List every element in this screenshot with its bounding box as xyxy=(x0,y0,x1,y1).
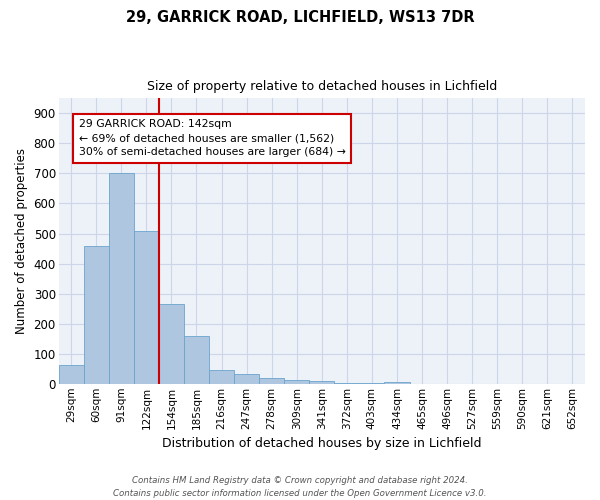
Text: Contains HM Land Registry data © Crown copyright and database right 2024.
Contai: Contains HM Land Registry data © Crown c… xyxy=(113,476,487,498)
Title: Size of property relative to detached houses in Lichfield: Size of property relative to detached ho… xyxy=(146,80,497,93)
Bar xyxy=(284,380,309,384)
X-axis label: Distribution of detached houses by size in Lichfield: Distribution of detached houses by size … xyxy=(162,437,482,450)
Bar xyxy=(209,370,234,384)
Text: 29, GARRICK ROAD, LICHFIELD, WS13 7DR: 29, GARRICK ROAD, LICHFIELD, WS13 7DR xyxy=(125,10,475,25)
Bar xyxy=(109,174,134,384)
Bar xyxy=(259,378,284,384)
Bar xyxy=(159,304,184,384)
Bar xyxy=(184,336,209,384)
Bar xyxy=(134,230,159,384)
Bar xyxy=(385,382,410,384)
Bar xyxy=(359,383,385,384)
Y-axis label: Number of detached properties: Number of detached properties xyxy=(15,148,28,334)
Bar xyxy=(59,365,83,384)
Bar xyxy=(83,246,109,384)
Text: 29 GARRICK ROAD: 142sqm
← 69% of detached houses are smaller (1,562)
30% of semi: 29 GARRICK ROAD: 142sqm ← 69% of detache… xyxy=(79,120,346,158)
Bar xyxy=(234,374,259,384)
Bar xyxy=(309,382,334,384)
Bar xyxy=(334,382,359,384)
